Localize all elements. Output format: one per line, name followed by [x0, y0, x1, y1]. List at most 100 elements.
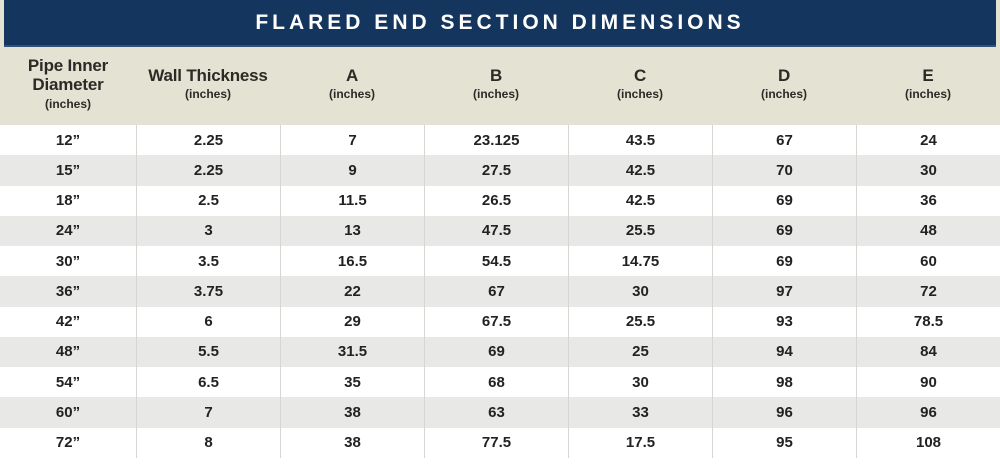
table-cell-b: 54.5 [424, 246, 568, 277]
table-cell-c: 25 [568, 336, 712, 368]
column-label: C [633, 65, 647, 85]
table-row: 42” 6 29 67.5 25.5 93 78.5 [0, 306, 1000, 337]
table-cell-wall-thickness: 5.5 [136, 336, 280, 368]
table-cell-wall-thickness: 6 [136, 306, 280, 337]
column-header-pipe-inner-diameter: Pipe Inner Diameter (inches) [0, 47, 136, 125]
table-title: FLARED END SECTION DIMENSIONS [255, 10, 745, 34]
column-unit-label: (inches) [44, 96, 91, 111]
table-cell-a: 16.5 [280, 246, 424, 277]
table-cell-e: 48 [856, 215, 1000, 247]
table-cell-e: 36 [856, 185, 1000, 216]
table-cell-b: 26.5 [424, 185, 568, 216]
table-cell-e: 108 [856, 427, 1000, 458]
table-row: 36” 3.75 22 67 30 97 72 [0, 276, 1000, 307]
table-cell-c: 42.5 [568, 185, 712, 216]
table-cell-pipe-inner-diameter: 15” [55, 161, 81, 179]
table-cell-d: 96 [712, 397, 856, 428]
table-cell-b: 68 [424, 367, 568, 398]
column-label: D [777, 65, 791, 85]
table-row: 54” 6.5 35 68 30 98 90 [0, 367, 1000, 398]
table-cell-a: 9 [280, 155, 424, 186]
table-cell-e: 96 [856, 397, 1000, 428]
table-row: 24” 3 13 47.5 25.5 69 48 [0, 215, 1000, 247]
table-cell-a: 11.5 [280, 185, 424, 216]
column-label: B [489, 65, 503, 85]
table-cell-wall-thickness: 3 [136, 215, 280, 247]
table-cell-e: 60 [856, 246, 1000, 277]
table-cell-c: 17.5 [568, 427, 712, 458]
column-unit-label: (inches) [472, 87, 519, 102]
column-header-a: A (inches) [280, 47, 424, 125]
table-cell-d: 69 [712, 185, 856, 216]
table-cell-wall-thickness: 7 [136, 397, 280, 428]
table-cell-a: 29 [280, 306, 424, 337]
table-cell-wall-thickness: 6.5 [136, 367, 280, 398]
table-cell-a: 31.5 [280, 336, 424, 368]
table-cell-e: 30 [856, 155, 1000, 186]
table-cell-b: 23.125 [424, 125, 568, 156]
table-cell-b: 63 [424, 397, 568, 428]
column-label: A [345, 65, 359, 85]
title-bar: FLARED END SECTION DIMENSIONS [0, 0, 1000, 47]
table-cell-pipe-inner-diameter: 72” [55, 434, 81, 452]
column-label: Wall Thickness [148, 65, 268, 85]
table-row: 60” 7 38 63 33 96 96 [0, 397, 1000, 428]
column-label: Pipe Inner Diameter [27, 56, 109, 94]
table-cell-c: 43.5 [568, 125, 712, 156]
column-header-b: B (inches) [424, 47, 568, 125]
table-cell-e: 72 [856, 276, 1000, 307]
table-cell-pipe-inner-diameter: 36” [55, 282, 81, 300]
table-cell-b: 47.5 [424, 215, 568, 247]
table-cell-c: 30 [568, 276, 712, 307]
table-cell-b: 67 [424, 276, 568, 307]
table-cell-pipe-inner-diameter: 48” [55, 343, 81, 361]
column-header-c: C (inches) [568, 47, 712, 125]
table-cell-c: 25.5 [568, 306, 712, 337]
column-header-wall-thickness: Wall Thickness (inches) [136, 47, 280, 125]
table-header-row: Pipe Inner Diameter (inches) Wall Thicknes… [0, 47, 1000, 125]
table-row: 15” 2.25 9 27.5 42.5 70 30 [0, 155, 1000, 186]
table-row: 48” 5.5 31.5 69 25 94 84 [0, 336, 1000, 368]
table-cell-a: 13 [280, 215, 424, 247]
table-cell-e: 84 [856, 336, 1000, 368]
table-cell-b: 67.5 [424, 306, 568, 337]
table-row: 18” 2.5 11.5 26.5 42.5 69 36 [0, 185, 1000, 216]
table-cell-d: 67 [712, 125, 856, 156]
table-cell-pipe-inner-diameter: 60” [55, 404, 81, 422]
column-label: E [922, 65, 934, 85]
table-cell-pipe-inner-diameter: 12” [55, 131, 81, 149]
column-unit-label: (inches) [904, 87, 951, 102]
table-cell-c: 42.5 [568, 155, 712, 186]
table-cell-pipe-inner-diameter: 18” [55, 192, 81, 210]
column-unit-label: (inches) [616, 87, 663, 102]
table-cell-wall-thickness: 3.5 [136, 246, 280, 277]
column-unit-label: (inches) [760, 87, 807, 102]
table-cell-wall-thickness: 8 [136, 427, 280, 458]
table-cell-a: 38 [280, 397, 424, 428]
column-unit-label: (inches) [328, 87, 375, 102]
table-cell-pipe-inner-diameter: 30” [55, 252, 81, 270]
table-cell-wall-thickness: 3.75 [136, 276, 280, 307]
table-cell-wall-thickness: 2.25 [136, 125, 280, 156]
table-cell-d: 69 [712, 246, 856, 277]
table-cell-pipe-inner-diameter: 42” [55, 313, 81, 331]
table-cell-b: 27.5 [424, 155, 568, 186]
table-cell-wall-thickness: 2.25 [136, 155, 280, 186]
table-cell-c: 30 [568, 367, 712, 398]
table-cell-pipe-inner-diameter: 54” [55, 373, 81, 391]
table-cell-a: 38 [280, 427, 424, 458]
table-cell-d: 97 [712, 276, 856, 307]
table-cell-a: 7 [280, 125, 424, 156]
table-cell-d: 95 [712, 427, 856, 458]
table-row: 72” 8 38 77.5 17.5 95 108 [0, 427, 1000, 458]
table-cell-c: 33 [568, 397, 712, 428]
table-cell-d: 94 [712, 336, 856, 368]
table-cell-d: 69 [712, 215, 856, 247]
table-body: 12” 2.25 7 23.125 43.5 67 24 15” 2.25 9 27.5 42.5 70… [0, 125, 1000, 458]
table-cell-b: 77.5 [424, 427, 568, 458]
column-header-d: D (inches) [712, 47, 856, 125]
column-header-e: E (inches) [856, 47, 1000, 125]
table-row: 12” 2.25 7 23.125 43.5 67 24 [0, 125, 1000, 156]
table-cell-a: 35 [280, 367, 424, 398]
